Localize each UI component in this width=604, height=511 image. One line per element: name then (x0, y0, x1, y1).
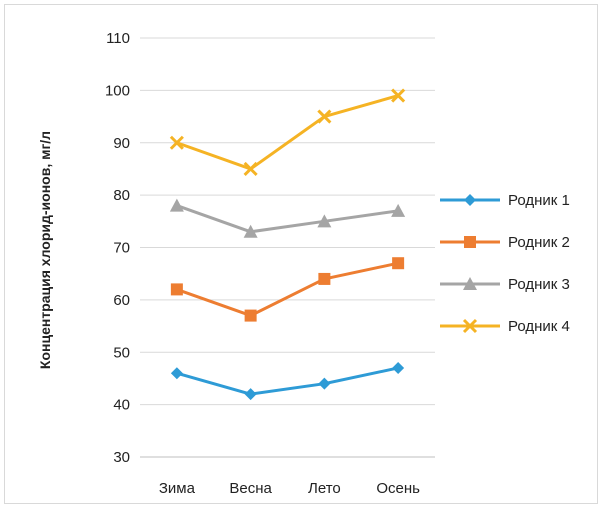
data-point (391, 88, 406, 103)
data-point (392, 257, 405, 270)
data-point (318, 272, 331, 285)
legend-label: Родник 1 (508, 192, 570, 209)
y-tick-label: 50 (113, 344, 130, 361)
series-line (176, 204, 399, 234)
x-tick-label: Весна (229, 480, 272, 497)
y-tick-label: 70 (113, 240, 130, 257)
x-tick-labels: Зима Весна Лето Осень (159, 480, 420, 497)
data-point (463, 277, 477, 290)
x-tick-label: Лето (308, 480, 341, 497)
series (170, 257, 405, 322)
legend-label: Родник 2 (508, 234, 570, 251)
legend-entry: Родник 2 (440, 234, 570, 251)
data-point (392, 361, 405, 374)
series (170, 361, 405, 401)
legend-label: Родник 4 (508, 318, 570, 335)
y-tick-label: 100 (105, 82, 130, 99)
data-point (317, 109, 332, 124)
x-tick-label: Зима (159, 480, 196, 497)
data-point (318, 377, 331, 390)
y-tick-labels: 30 40 50 60 70 80 90 100 110 (105, 30, 130, 466)
data-point (170, 283, 183, 296)
data-point (462, 318, 478, 334)
data-point (244, 309, 257, 322)
series-lines (169, 88, 406, 401)
data-point (244, 388, 257, 401)
series-line (176, 366, 399, 396)
x-tick-label: Осень (376, 480, 420, 497)
legend-label: Родник 3 (508, 276, 570, 293)
legend: Родник 1 Родник 2 Родник 3 Родник 4 (440, 192, 570, 335)
legend-entry: Родник 3 (440, 276, 570, 293)
data-point (169, 198, 184, 212)
y-tick-label: 110 (106, 30, 130, 47)
y-tick-label: 30 (113, 449, 130, 466)
data-point (464, 236, 476, 248)
data-point (243, 161, 258, 176)
data-point (170, 367, 183, 380)
series-line (176, 261, 399, 318)
chart-frame (4, 4, 598, 504)
series (169, 198, 406, 238)
data-point (391, 203, 406, 217)
y-tick-label: 80 (113, 187, 130, 204)
legend-entry: Родник 4 (440, 318, 570, 335)
data-point (169, 135, 184, 150)
data-point (464, 194, 476, 206)
legend-entry: Родник 1 (440, 192, 570, 209)
y-tick-label: 60 (113, 292, 130, 309)
data-point (243, 224, 258, 238)
series (169, 88, 406, 176)
y-tick-label: 90 (113, 135, 130, 152)
grid-lines (140, 37, 435, 458)
data-point (317, 214, 332, 228)
y-axis-label: Концентрация хлорид-ионов, мг/л (37, 131, 53, 369)
series-line (176, 94, 399, 171)
y-tick-label: 40 (113, 397, 130, 414)
